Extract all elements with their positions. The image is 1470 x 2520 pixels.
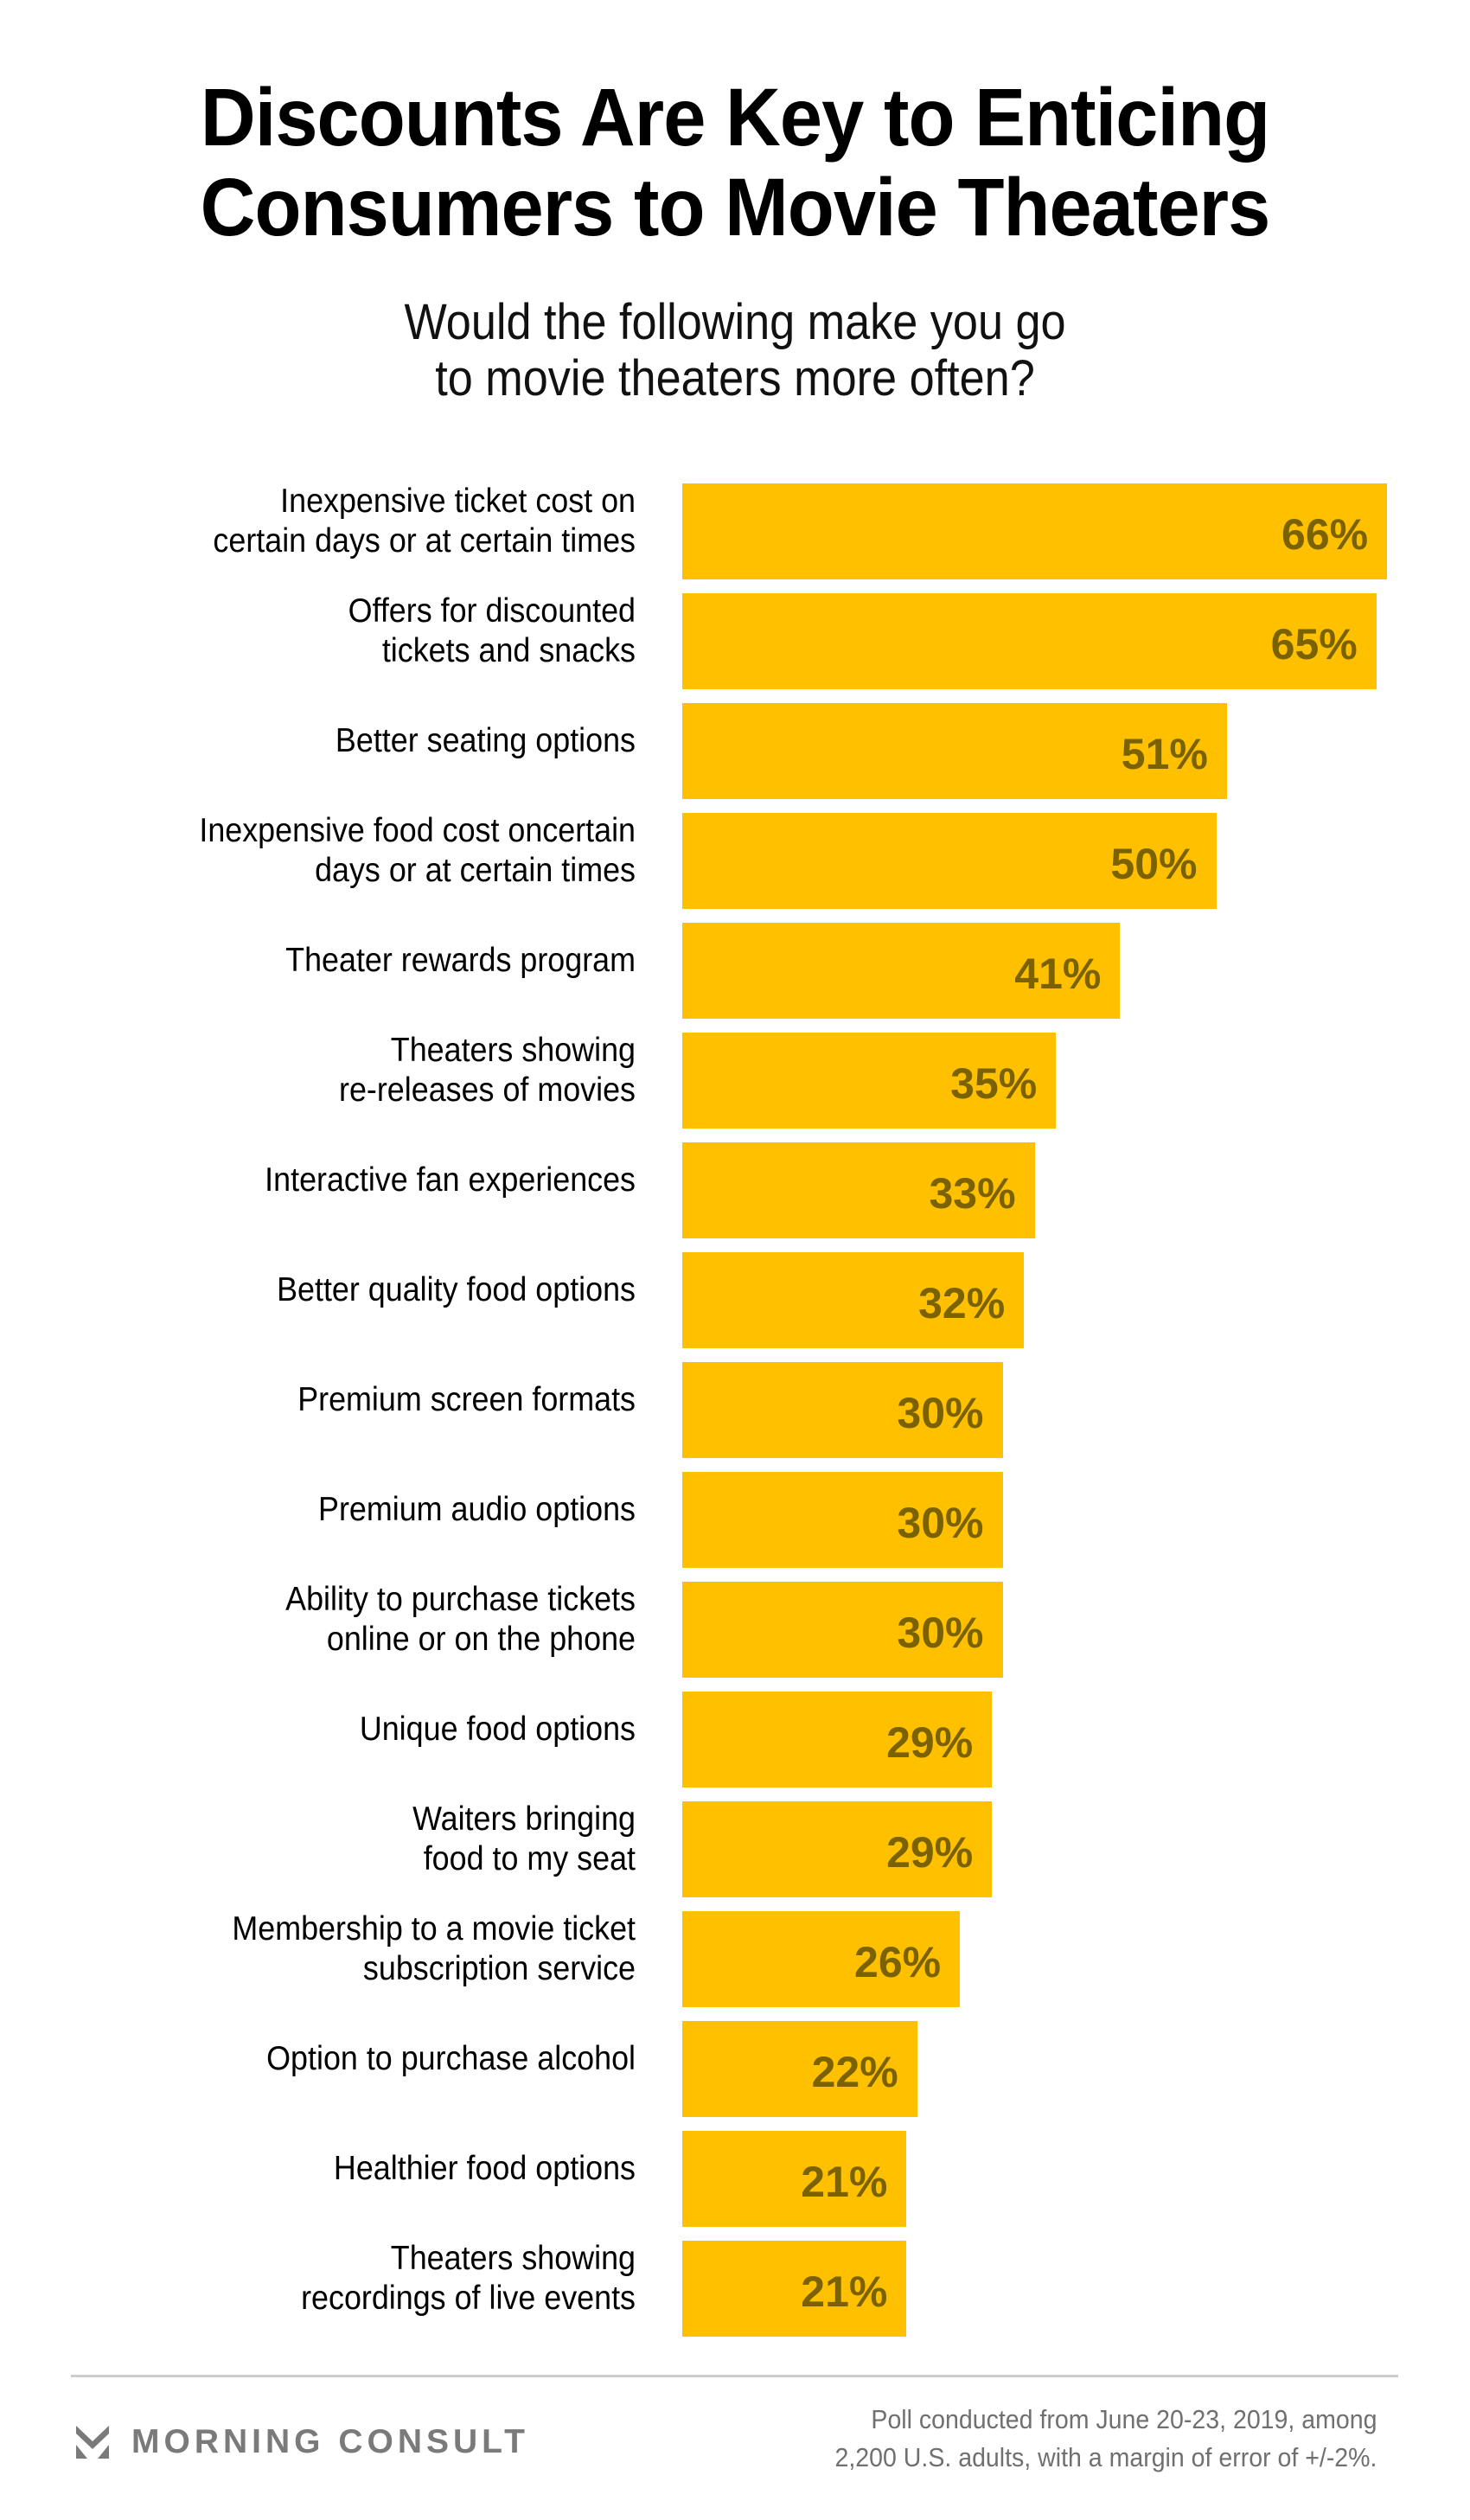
category-label-line: Premium screen formats <box>297 1380 636 1418</box>
bar-value-label: 21% <box>801 2267 888 2316</box>
bar <box>682 483 1388 579</box>
bar <box>682 1801 993 1897</box>
category-label-line: Inexpensive ticket cost on <box>280 482 636 520</box>
bar <box>682 2241 907 2337</box>
category-label-line: tickets and snacks <box>381 631 636 669</box>
category-label-line: recordings of live events <box>301 2279 636 2317</box>
bar <box>682 1142 1035 1238</box>
category-label: Premium audio options <box>63 1490 636 1530</box>
bar-value-label: 50% <box>1110 840 1198 888</box>
bar <box>682 923 1121 1019</box>
category-label-line: Interactive fan experiences <box>265 1161 636 1199</box>
category-label: Better seating options <box>63 721 636 761</box>
chart-subtitle-line-1: Would the following make you go <box>404 294 1066 350</box>
bar-chart: 66% Inexpensive ticket cost on certain day… <box>63 482 1388 2337</box>
bar-value-label: 29% <box>886 1718 974 1767</box>
category-label: Inexpensive food cost oncertain days or a… <box>63 811 636 891</box>
bar-value-label: 41% <box>1014 950 1102 998</box>
category-label: Healthier food options <box>63 2149 636 2189</box>
category-label-line: Waiters bringing <box>412 1800 636 1838</box>
bar-value-label: 29% <box>886 1828 974 1877</box>
category-label-line: Ability to purchase tickets <box>285 1580 636 1618</box>
category-label: Theater rewards program <box>63 941 636 981</box>
category-label-line: Theaters showing <box>390 2239 636 2277</box>
bar <box>682 1911 961 2007</box>
category-label: Interactive fan experiences <box>63 1161 636 1200</box>
chart-title-line-1: Discounts Are Key to Enticing <box>200 72 1270 163</box>
brand-logo: MORNING CONSULT <box>76 2425 529 2459</box>
category-label-line: Healthier food options <box>333 2149 636 2187</box>
bar <box>682 1472 1003 1568</box>
bar-value-label: 35% <box>950 1059 1038 1108</box>
category-label-line: Inexpensive food cost oncertain <box>199 811 636 849</box>
bar <box>682 1692 993 1788</box>
category-label: Theaters showing recordings of live event… <box>63 2239 636 2319</box>
bar <box>682 1033 1057 1129</box>
methodology-note-line-1: Poll conducted from June 20-23, 2019, am… <box>870 2404 1377 2434</box>
methodology-note: Poll conducted from June 20-23, 2019, am… <box>834 2401 1377 2477</box>
bar-value-label: 30% <box>897 1609 984 1657</box>
category-label-line: food to my seat <box>423 1839 636 1877</box>
category-label-line: online or on the phone <box>326 1620 636 1658</box>
chart-subtitle-line-2: to movie theaters more often? <box>435 350 1035 406</box>
category-label-line: Better seating options <box>335 721 636 759</box>
brand-name: MORNING CONSULT <box>131 2423 529 2460</box>
category-label-line: subscription service <box>362 1949 636 1987</box>
category-label-line: Offers for discounted <box>348 592 636 630</box>
bar-value-label: 65% <box>1270 620 1358 668</box>
category-label: Waiters bringing food to my seat <box>63 1800 636 1879</box>
category-label: Inexpensive ticket cost on certain days o… <box>63 482 636 561</box>
morning-consult-chevron-icon <box>76 2426 109 2459</box>
footer-divider <box>71 2375 1398 2377</box>
bar-value-label: 33% <box>929 1169 1016 1218</box>
category-label-line: re-releases of movies <box>339 1071 636 1109</box>
bar <box>682 2021 917 2117</box>
bar-value-label: 26% <box>854 1938 942 1986</box>
bar-value-label: 22% <box>811 2048 898 2096</box>
category-label-line: days or at certain times <box>315 851 636 889</box>
category-label: Option to purchase alcohol <box>63 2039 636 2079</box>
category-label-line: Unique food options <box>359 1710 636 1748</box>
chart-title-line-2: Consumers to Movie Theaters <box>200 162 1271 253</box>
bar <box>682 593 1377 689</box>
category-label-line: Theaters showing <box>390 1031 636 1069</box>
category-label-line: Premium audio options <box>318 1490 636 1528</box>
bar <box>682 2131 907 2227</box>
chart-title: Discounts Are Key to Enticing Consumers … <box>52 73 1419 253</box>
category-label-line: certain days or at certain times <box>213 521 636 560</box>
bar <box>682 1362 1003 1458</box>
bar <box>682 1582 1003 1678</box>
category-label-line: Option to purchase alcohol <box>266 2039 636 2077</box>
bar-value-label: 30% <box>897 1389 984 1437</box>
category-label: Better quality food options <box>63 1270 636 1310</box>
methodology-note-line-2: 2,200 U.S. adults, with a margin of erro… <box>834 2442 1377 2472</box>
category-label: Theaters showing re-releases of movies <box>63 1031 636 1110</box>
bar <box>682 813 1217 909</box>
bar <box>682 703 1227 799</box>
category-label: Offers for discounted tickets and snacks <box>63 592 636 671</box>
chart-subtitle: Would the following make you go to movie… <box>74 294 1396 406</box>
category-label-line: Better quality food options <box>277 1270 636 1308</box>
bar-value-label: 32% <box>918 1279 1006 1327</box>
category-label: Premium screen formats <box>63 1380 636 1420</box>
bar-value-label: 66% <box>1281 510 1369 559</box>
category-label: Membership to a movie ticket subscription… <box>63 1909 636 1989</box>
category-label-line: Membership to a movie ticket <box>232 1909 636 1948</box>
bar <box>682 1252 1025 1348</box>
bar-value-label: 30% <box>897 1499 984 1547</box>
category-label: Unique food options <box>63 1710 636 1749</box>
category-label: Ability to purchase tickets online or on … <box>63 1580 636 1660</box>
bar-value-label: 21% <box>801 2158 888 2206</box>
bar-value-label: 51% <box>1121 730 1208 778</box>
category-label-line: Theater rewards program <box>285 941 636 979</box>
